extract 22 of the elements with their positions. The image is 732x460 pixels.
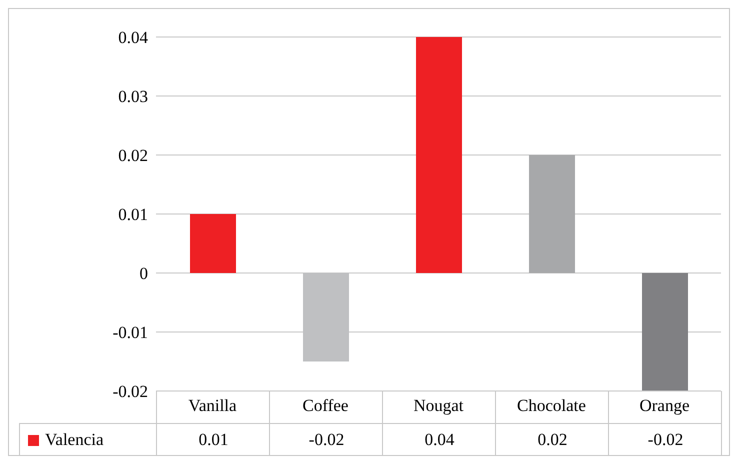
x-tick-label: Nougat [413,396,464,416]
bar [190,214,236,273]
bar [416,37,462,273]
y-tick-label: 0 [140,264,148,284]
y-tick-label: -0.01 [112,323,148,342]
x-tick-label: Chocolate [517,396,586,416]
legend-label: Valencia [45,430,104,450]
x-tick-label: Coffee [302,396,348,416]
y-tick-label: -0.02 [112,382,148,402]
data-label: -0.02 [308,430,346,450]
bar [642,273,688,391]
data-label: 0.01 [198,430,230,450]
y-tick-label: 0.01 [118,205,148,224]
y-tick-label: 0.04 [118,28,148,48]
x-tick-label: Orange [639,396,690,416]
data-label: 0.02 [536,430,568,450]
y-tick-label: 0.02 [118,146,148,166]
x-tick-label: Vanilla [188,396,238,416]
data-label: -0.02 [646,430,684,450]
bar [529,155,575,273]
data-label: 0.04 [424,430,456,450]
y-tick-label: 0.03 [118,87,148,106]
